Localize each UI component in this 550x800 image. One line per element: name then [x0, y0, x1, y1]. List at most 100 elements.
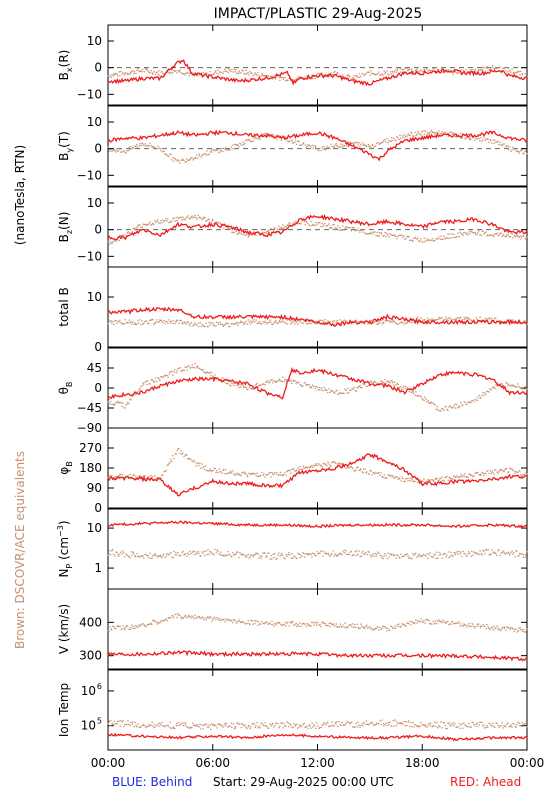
- reference-point: [446, 475, 448, 478]
- reference-point: [200, 325, 202, 328]
- reference-point: [196, 218, 198, 220]
- reference-point: [417, 725, 419, 727]
- reference-point: [285, 625, 287, 627]
- reference-point: [224, 722, 226, 724]
- reference-point: [461, 69, 463, 71]
- reference-point: [133, 323, 135, 325]
- reference-point: [333, 146, 335, 148]
- reference-point: [331, 227, 333, 229]
- reference-point: [169, 72, 171, 75]
- reference-point: [160, 724, 162, 726]
- reference-point: [255, 234, 257, 237]
- reference-point: [230, 227, 232, 230]
- reference-point: [177, 69, 179, 72]
- reference-point: [334, 144, 336, 146]
- reference-point: [130, 399, 133, 401]
- reference-point: [142, 557, 145, 559]
- reference-point: [390, 73, 392, 75]
- reference-point: [175, 724, 177, 727]
- reference-point: [512, 628, 514, 630]
- reference-point: [404, 68, 406, 70]
- reference-point: [432, 620, 435, 623]
- reference-point: [214, 325, 216, 327]
- reference-point: [284, 76, 286, 79]
- reference-point: [394, 625, 396, 627]
- reference-point: [138, 70, 140, 72]
- reference-point: [234, 725, 236, 728]
- reference-point: [260, 136, 262, 138]
- reference-point: [415, 391, 417, 393]
- reference-point: [272, 623, 274, 626]
- reference-point: [176, 370, 178, 372]
- reference-point: [191, 215, 193, 217]
- reference-point: [120, 402, 122, 404]
- reference-point: [472, 624, 474, 626]
- reference-point: [386, 138, 388, 140]
- reference-point: [457, 232, 459, 234]
- reference-point: [122, 550, 124, 552]
- reference-point: [343, 549, 345, 551]
- reference-point: [400, 480, 402, 482]
- reference-point: [169, 371, 171, 373]
- reference-point: [341, 75, 343, 78]
- reference-point: [217, 618, 219, 620]
- reference-point: [517, 721, 519, 723]
- reference-point: [397, 137, 399, 139]
- reference-point: [479, 68, 481, 71]
- reference-point: [258, 725, 260, 727]
- reference-point: [348, 553, 350, 556]
- reference-point: [457, 316, 459, 319]
- reference-point: [181, 159, 183, 162]
- reference-point: [264, 74, 266, 77]
- reference-point: [507, 551, 509, 554]
- reference-point: [458, 621, 460, 623]
- reference-point: [454, 723, 456, 725]
- reference-point: [264, 622, 266, 624]
- reference-point: [190, 617, 192, 619]
- reference-point: [502, 626, 504, 628]
- reference-point: [238, 70, 241, 73]
- reference-point: [464, 318, 466, 321]
- reference-point: [126, 150, 128, 152]
- reference-point: [384, 378, 386, 381]
- reference-point: [280, 623, 282, 626]
- reference-point: [270, 379, 272, 381]
- reference-point: [252, 75, 254, 77]
- reference-point: [524, 631, 527, 633]
- reference-point: [344, 227, 346, 229]
- reference-point: [449, 237, 452, 239]
- reference-point: [119, 234, 121, 237]
- reference-point: [212, 324, 214, 326]
- reference-point: [273, 625, 275, 627]
- reference-point: [429, 725, 431, 727]
- reference-point: [109, 549, 111, 552]
- reference-point: [200, 555, 202, 557]
- reference-point: [195, 553, 197, 556]
- reference-point: [361, 552, 363, 554]
- reference-point: [398, 322, 401, 325]
- reference-point: [258, 475, 260, 478]
- reference-point: [522, 235, 525, 238]
- reference-point: [219, 554, 222, 556]
- reference-point: [413, 554, 415, 557]
- reference-point: [121, 73, 123, 75]
- reference-point: [472, 554, 474, 556]
- reference-point: [456, 475, 458, 477]
- reference-point: [229, 554, 231, 556]
- reference-point: [326, 389, 328, 392]
- reference-point: [460, 473, 463, 476]
- reference-point: [207, 325, 209, 328]
- reference-point: [505, 235, 507, 238]
- reference-point: [282, 78, 285, 81]
- reference-point: [218, 468, 221, 470]
- reference-point: [266, 725, 268, 728]
- y-tick-label: 270: [79, 441, 102, 455]
- reference-point: [375, 627, 378, 629]
- reference-point: [174, 554, 176, 556]
- reference-point: [351, 142, 353, 144]
- reference-point: [266, 621, 268, 624]
- reference-point: [386, 70, 388, 72]
- reference-point: [369, 626, 371, 628]
- reference-point: [118, 720, 120, 722]
